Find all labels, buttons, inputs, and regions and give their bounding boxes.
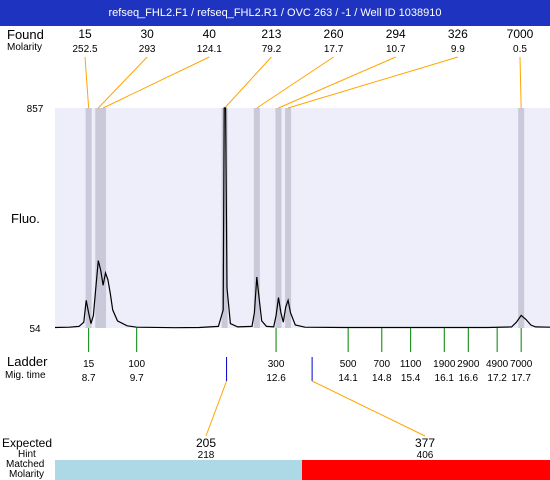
ladder-size-label: 7000 [510,359,533,370]
mig-time-row-label: Mig. time [5,370,46,381]
ladder-size-label: 4900 [486,359,509,370]
title-bar: refseq_FHL2.F1 / refseq_FHL2.R1 / OVC 26… [0,0,550,26]
mig-time-label: 14.8 [372,373,392,384]
found-connector [224,56,272,109]
found-molarity-label: 10.7 [386,44,406,55]
ladder-size-label: 700 [373,359,390,370]
found-molarity-label: 252.5 [72,44,97,55]
ladder-size-label: 500 [340,359,357,370]
found-size-label: 213 [261,27,281,41]
unmatched-bar [302,460,550,480]
hint-value: 218 [198,450,215,461]
ladder-size-label: 15 [83,359,95,370]
found-size-label: 40 [203,27,217,41]
ladder-row-label: Ladder [7,354,48,369]
y-tick-label: 857 [27,104,44,115]
found-connector [519,56,522,109]
expected-size-label: 205 [196,436,216,450]
peak-band [518,108,525,328]
hint-row-label: Hint [18,449,36,460]
found-molarity-label: 124.1 [197,44,222,55]
fluo-axis-label: Fluo. [11,211,40,226]
found-connector [97,56,148,109]
molarity-bottom-row-label: Molarity [9,469,45,480]
found-size-label: 15 [78,27,92,41]
matched-row-label: Matched [6,459,45,470]
matched-bar [55,460,302,480]
found-molarity-label: 79.2 [262,44,282,55]
mig-time-label: 17.7 [511,373,531,384]
ladder-size-label: 1100 [400,359,422,370]
found-row-label: Found [7,27,44,42]
expected-connector [311,380,426,437]
expected-row-label: Expected [2,436,53,450]
ladder-size-label: 2900 [457,359,480,370]
peak-band [253,108,260,328]
mig-time-label: 12.6 [266,373,286,384]
found-connector [278,56,396,109]
found-molarity-label: 0.5 [513,44,527,55]
found-size-label: 30 [140,27,154,41]
fluorescence-trace [54,107,550,329]
found-connector [84,56,90,109]
peak-band [275,108,282,328]
peak-band [100,108,107,328]
mig-time-label: 16.1 [435,373,455,384]
y-tick-label: 54 [29,324,41,335]
mig-time-label: 15.4 [401,373,421,384]
chart-title: refseq_FHL2.F1 / refseq_FHL2.R1 / OVC 26… [108,7,442,19]
found-size-label: 7000 [507,27,534,41]
peak-band [285,108,292,328]
found-molarity-label: 293 [139,44,156,55]
found-size-label: 260 [324,27,344,41]
found-size-label: 294 [386,27,406,41]
expected-connector [205,380,228,437]
found-size-label: 326 [448,27,468,41]
mig-time-label: 16.6 [459,373,479,384]
mig-time-label: 9.7 [130,373,144,384]
peak-band [221,108,228,328]
ladder-size-label: 300 [268,359,285,370]
expected-size-label: 377 [415,436,435,450]
plot-area [55,108,550,328]
ladder-size-label: 1900 [433,359,456,370]
mig-time-label: 17.2 [487,373,507,384]
found-molarity-label: 17.7 [324,44,344,55]
hint-value: 406 [417,450,434,461]
found-molarity-label: 9.9 [451,44,465,55]
mig-time-label: 8.7 [82,373,96,384]
found-connector [287,56,459,109]
found-connector [102,56,210,109]
found-connector [256,56,334,109]
peak-band [85,108,92,328]
mig-time-label: 14.1 [338,373,358,384]
ladder-size-label: 100 [128,359,145,370]
peak-band [95,108,102,328]
molarity-row-label: Molarity [7,42,43,53]
